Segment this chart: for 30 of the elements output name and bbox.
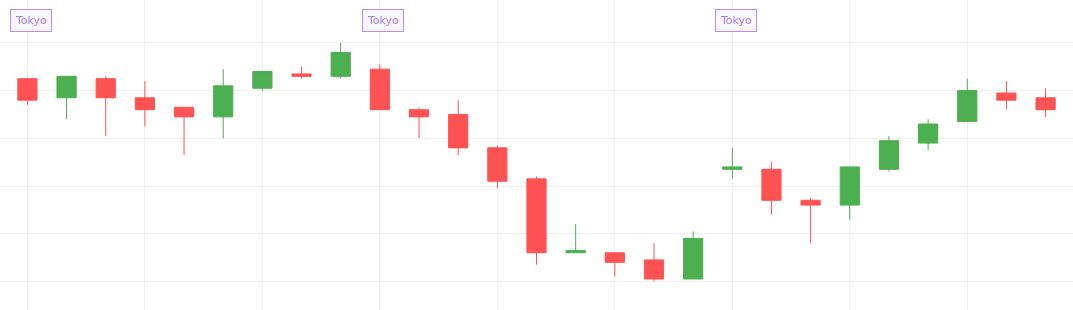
candlestick	[839, 166, 860, 220]
candlestick	[722, 147, 743, 180]
candlestick	[448, 99, 469, 156]
candlestick	[878, 135, 900, 173]
candlestick	[761, 161, 782, 216]
candlestick	[17, 78, 38, 106]
text: Tokyo	[720, 14, 753, 27]
text: Tokyo	[367, 14, 400, 27]
candlestick	[1035, 87, 1056, 118]
candlestick	[565, 223, 586, 254]
candlestick	[996, 80, 1017, 111]
candlestick	[213, 68, 234, 139]
text: Tokyo	[15, 14, 48, 27]
candlestick	[526, 175, 547, 266]
candlestick	[408, 106, 430, 139]
candlestick	[291, 66, 312, 80]
candlestick	[918, 118, 939, 151]
candlestick	[252, 71, 273, 92]
candlestick	[643, 242, 665, 282]
candlestick	[604, 252, 625, 278]
candlestick	[173, 106, 195, 156]
candlestick	[330, 42, 351, 80]
candlestick	[369, 63, 390, 111]
candlestick	[957, 78, 978, 123]
candlestick	[134, 80, 155, 127]
candlestick	[487, 144, 508, 189]
candlestick	[56, 75, 77, 120]
candlestick	[800, 197, 821, 244]
candlestick	[95, 75, 116, 137]
candlestick	[683, 230, 704, 280]
